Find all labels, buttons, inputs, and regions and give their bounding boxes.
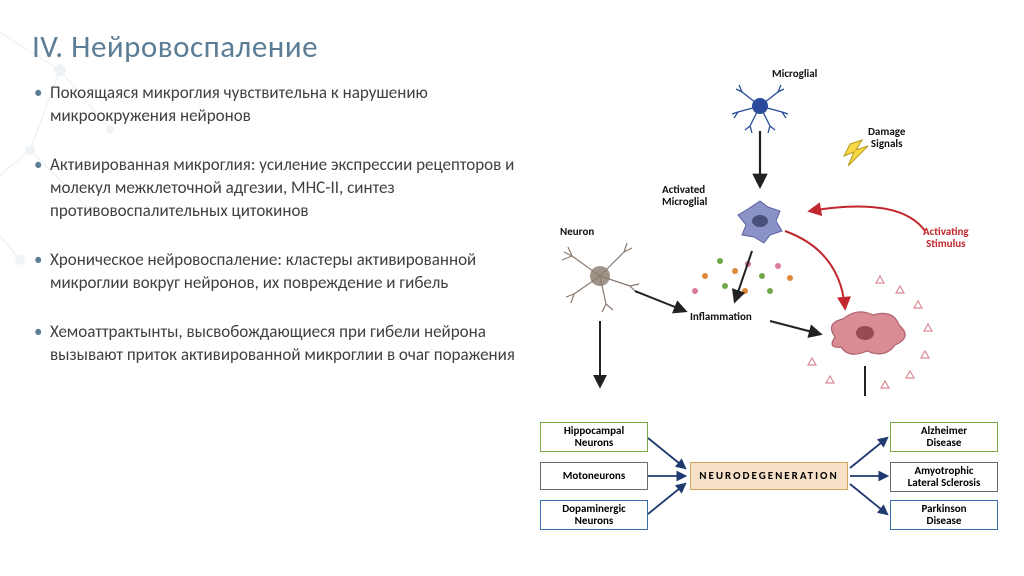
box-parkinson: ParkinsonDisease xyxy=(890,500,998,530)
box-als: AmyotrophicLateral Sclerosis xyxy=(890,462,998,492)
box-neurodegeneration: NEURODEGENERATION xyxy=(690,462,848,490)
slide-title: IV. Нейровоспаление xyxy=(32,28,1002,66)
bullet-item: Хемоаттрактынты, высвобождающиеся при ги… xyxy=(32,321,522,367)
label-activating-stimulus: ActivatingStimulus xyxy=(923,226,969,250)
lightning-icon xyxy=(844,140,868,166)
bullet-item: Хроническое нейровоспаление: кластеры ак… xyxy=(32,249,522,295)
neuroinflammation-diagram: Microglial DamageSignals ActivatedMicrog… xyxy=(530,76,1002,550)
label-microglial: Microglial xyxy=(772,68,817,80)
bullet-item: Активированная микроглия: усиление экспр… xyxy=(32,154,522,223)
box-alzheimer: AlzheimerDisease xyxy=(890,422,998,452)
label-damage-signals: DamageSignals xyxy=(868,126,905,150)
box-motoneurons: Motoneurons xyxy=(540,462,648,490)
box-dopaminergic: DopaminergicNeurons xyxy=(540,500,648,530)
microglia-activated-icon xyxy=(738,201,782,243)
label-inflammation: Inflammation xyxy=(690,311,752,323)
microglia-resting-icon xyxy=(732,85,788,133)
neuron-icon xyxy=(562,243,639,312)
label-activated-microglial: ActivatedMicroglial xyxy=(662,184,707,208)
label-neuron: Neuron xyxy=(560,226,594,238)
inflamed-cell-icon xyxy=(831,312,905,354)
bullet-item: Покоящаяся микроглия чувствительна к нар… xyxy=(32,82,522,128)
box-hippocampal: HippocampalNeurons xyxy=(540,422,648,452)
bullet-list: Покоящаяся микроглия чувствительна к нар… xyxy=(32,76,522,550)
